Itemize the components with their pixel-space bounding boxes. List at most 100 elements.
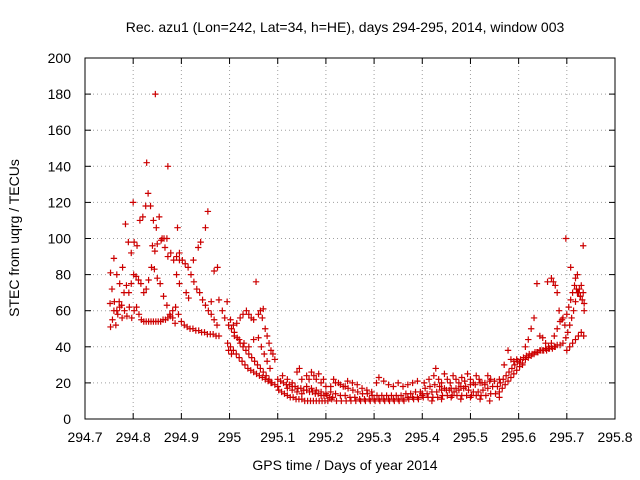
data-point — [476, 395, 484, 403]
data-point — [415, 395, 422, 403]
data-point — [142, 285, 150, 293]
data-point — [113, 271, 120, 278]
data-point — [344, 377, 351, 385]
data-point — [129, 199, 137, 206]
data-point — [230, 321, 237, 329]
x-tick-labels: 294.7 294.8 294.9 295 295.1 295.2 295.3 295.4 29… — [67, 429, 632, 445]
data-point — [496, 388, 503, 396]
data-point — [563, 311, 571, 318]
data-point — [574, 271, 581, 278]
y-tick-label: 200 — [48, 50, 72, 66]
data-point — [580, 307, 588, 314]
data-point — [143, 159, 150, 166]
data-point — [202, 302, 209, 309]
data-point — [248, 354, 255, 361]
data-point — [315, 370, 322, 378]
data-point — [176, 280, 183, 287]
data-point — [455, 379, 463, 387]
data-point — [176, 249, 183, 257]
data-point — [479, 386, 487, 394]
data-point — [562, 235, 570, 242]
data-point — [481, 381, 489, 388]
data-point — [169, 307, 176, 314]
data-point — [558, 316, 566, 323]
data-point — [109, 316, 116, 323]
x-tick-label: 295.2 — [308, 429, 343, 445]
data-point — [164, 163, 172, 170]
data-point — [135, 276, 142, 284]
data-point — [266, 365, 274, 372]
data-point — [228, 350, 235, 358]
data-point — [375, 374, 383, 381]
data-point — [199, 296, 206, 304]
data-point — [563, 347, 571, 354]
data-point — [239, 311, 247, 318]
data-point — [502, 372, 510, 379]
data-point — [262, 372, 270, 379]
data-point — [208, 298, 215, 305]
data-point — [190, 256, 197, 264]
data-point — [251, 358, 258, 365]
data-point — [444, 376, 451, 383]
data-point — [447, 394, 455, 401]
data-point — [118, 302, 125, 309]
data-point — [116, 298, 123, 305]
data-point — [210, 316, 218, 323]
data-point — [486, 397, 493, 405]
data-point — [313, 386, 320, 394]
data-point — [130, 238, 138, 246]
data-point — [202, 224, 209, 231]
data-point — [351, 394, 359, 401]
data-point — [271, 356, 279, 363]
y-tick-label: 180 — [48, 86, 72, 102]
data-point — [170, 256, 177, 264]
data-point — [140, 289, 147, 296]
x-tick-label: 294.8 — [116, 429, 151, 445]
data-point — [112, 321, 120, 329]
data-point — [513, 367, 520, 374]
data-point — [504, 377, 512, 385]
data-point — [580, 242, 587, 249]
data-point — [185, 294, 192, 302]
data-point — [174, 224, 181, 231]
data-point — [227, 316, 234, 323]
data-point — [385, 381, 392, 388]
data-point — [496, 394, 503, 401]
data-point — [404, 381, 412, 388]
data-point — [400, 397, 408, 405]
data-point — [179, 256, 186, 264]
data-point — [250, 316, 257, 323]
data-point — [457, 395, 465, 403]
data-point — [231, 332, 238, 340]
data-point — [107, 269, 114, 276]
data-point — [368, 388, 375, 396]
data-point — [279, 372, 286, 379]
data-point — [119, 264, 126, 271]
data-point — [313, 376, 320, 383]
data-point — [464, 370, 471, 378]
data-point — [144, 190, 152, 197]
data-point — [243, 307, 250, 314]
data-point — [156, 213, 163, 221]
axis-ticks — [84, 57, 616, 420]
data-point — [225, 347, 232, 354]
data-point — [434, 394, 441, 401]
data-point — [298, 390, 306, 397]
data-point — [358, 385, 366, 392]
data-point — [473, 372, 480, 379]
data-point — [522, 343, 529, 350]
data-point — [151, 247, 159, 255]
y-tick-label: 40 — [55, 339, 71, 355]
data-point — [467, 394, 474, 401]
data-point — [245, 343, 253, 350]
data-point — [335, 379, 342, 387]
data-point — [494, 383, 501, 390]
data-point — [510, 370, 518, 378]
data-point — [114, 311, 121, 318]
data-point — [214, 264, 221, 271]
data-point — [187, 271, 195, 278]
data-point — [511, 361, 518, 369]
x-axis-label: GPS time / Days of year 2014 — [252, 457, 437, 473]
data-point — [465, 386, 472, 394]
